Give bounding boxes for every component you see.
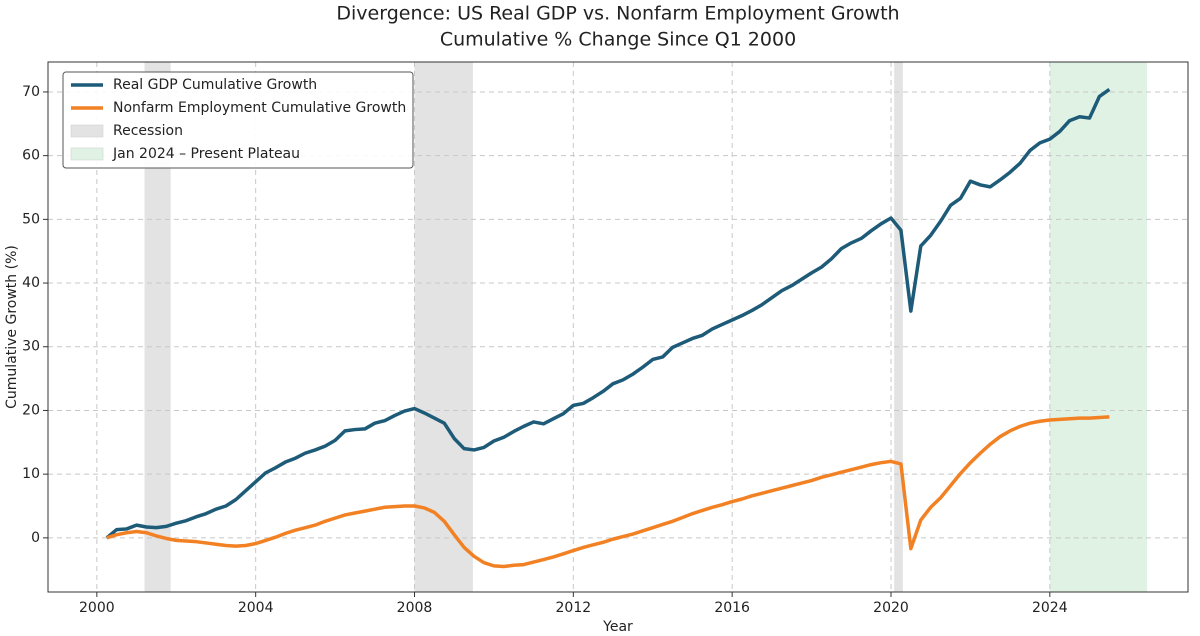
series-line — [106, 415, 1110, 569]
y-tick-label: 50 — [22, 211, 40, 227]
x-tick-label: 2024 — [1032, 600, 1068, 616]
legend-label: Real GDP Cumulative Growth — [113, 77, 317, 93]
plot-frame — [47, 61, 1189, 593]
x-tick-label: 2012 — [556, 600, 592, 616]
legend-label: Jan 2024 – Present Plateau — [112, 146, 300, 162]
x-axis-label: Year — [602, 619, 633, 635]
y-tick-label: 20 — [22, 402, 40, 418]
y-tick-label: 0 — [31, 530, 40, 546]
y-tick-label: 60 — [22, 148, 40, 164]
y-axis-label: Cumulative Growth (%) — [4, 245, 20, 409]
y-tick-label: 10 — [22, 466, 40, 482]
x-tick-label: 2020 — [873, 600, 909, 616]
x-tick-label: 2008 — [397, 600, 433, 616]
y-tick-label: 70 — [22, 84, 40, 100]
y-tick-label: 40 — [22, 275, 40, 291]
legend-swatch — [70, 147, 104, 161]
recession-band — [414, 62, 473, 592]
x-tick-label: 2016 — [714, 600, 750, 616]
plot-area — [48, 62, 1188, 592]
y-tick-label: 30 — [22, 339, 40, 355]
x-tick-label: 2000 — [79, 600, 115, 616]
recession-band — [894, 62, 903, 592]
chart-title: Divergence: US Real GDP vs. Nonfarm Empl… — [336, 3, 899, 25]
plateau-band — [1049, 62, 1148, 592]
series-line — [105, 87, 1111, 540]
x-tick-label: 2004 — [238, 600, 274, 616]
legend-box — [62, 71, 414, 169]
legend-label: Nonfarm Employment Cumulative Growth — [113, 100, 406, 116]
legend-swatch — [70, 124, 104, 138]
legend-label: Recession — [113, 123, 183, 139]
chart-subtitle: Cumulative % Change Since Q1 2000 — [440, 29, 796, 51]
